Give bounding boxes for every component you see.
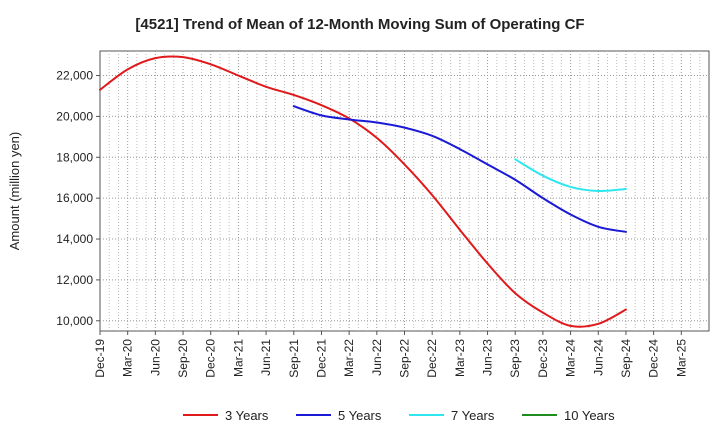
x-tick-label: Jun-21 [259, 339, 273, 376]
legend-label-5-years: 5 Years [338, 408, 382, 423]
legend-label-3-years: 3 Years [225, 408, 269, 423]
x-tick-label: Sep-24 [619, 339, 633, 378]
x-tick-label: Mar-22 [342, 339, 356, 377]
x-tick-label: Jun-22 [370, 339, 384, 376]
series-line-7-years [514, 158, 627, 193]
y-tick-label: 18,000 [56, 150, 93, 164]
x-tick-label: Mar-25 [674, 339, 688, 377]
legend-label-7-years: 7 Years [451, 408, 495, 423]
x-tick-label: Mar-24 [564, 339, 578, 377]
x-tick-label: Sep-22 [398, 339, 412, 378]
x-tick-label: Jun-24 [591, 339, 605, 376]
y-tick-label: 10,000 [56, 314, 93, 328]
series-line-3-years [99, 55, 627, 328]
chart-title: [4521] Trend of Mean of 12-Month Moving … [135, 16, 584, 33]
legend-label-10-years: 10 Years [564, 408, 615, 423]
x-tick-label: Dec-20 [204, 339, 218, 378]
x-tick-label: Dec-24 [647, 339, 661, 378]
x-tick-label: Jun-20 [148, 339, 162, 376]
x-tick-label: Mar-21 [231, 339, 245, 377]
x-tick-label: Mar-23 [453, 339, 467, 377]
y-tick-label: 22,000 [56, 69, 93, 83]
x-tick-label: Mar-20 [121, 339, 135, 377]
x-tick-label: Sep-23 [508, 339, 522, 378]
series-line-5-years [292, 105, 627, 233]
x-tick-label: Dec-19 [93, 339, 107, 378]
x-tick-label: Sep-21 [287, 339, 301, 378]
y-tick-label: 14,000 [56, 232, 93, 246]
x-tick-label: Jun-23 [481, 339, 495, 376]
y-axis-label: Amount (million yen) [7, 132, 22, 251]
x-tick-label: Dec-22 [425, 339, 439, 378]
legend: 3 Years 5 Years 7 Years 10 Years [183, 408, 615, 423]
y-tick-label: 12,000 [56, 273, 93, 287]
y-tick-label: 16,000 [56, 191, 93, 205]
y-tick-label: 20,000 [56, 109, 93, 123]
y-axis: 10,000 12,000 14,000 16,000 18,000 20,000 22,0… [56, 69, 100, 328]
x-tick-label: Dec-23 [536, 339, 550, 378]
plot-area [99, 50, 710, 332]
series-layer [99, 55, 627, 328]
x-tick-label: Sep-20 [176, 339, 190, 378]
x-axis: Dec-19 Mar-20 Jun-20 Sep-20 Dec-20 Mar-21 Jun-… [93, 331, 688, 378]
x-tick-label: Dec-21 [314, 339, 328, 378]
